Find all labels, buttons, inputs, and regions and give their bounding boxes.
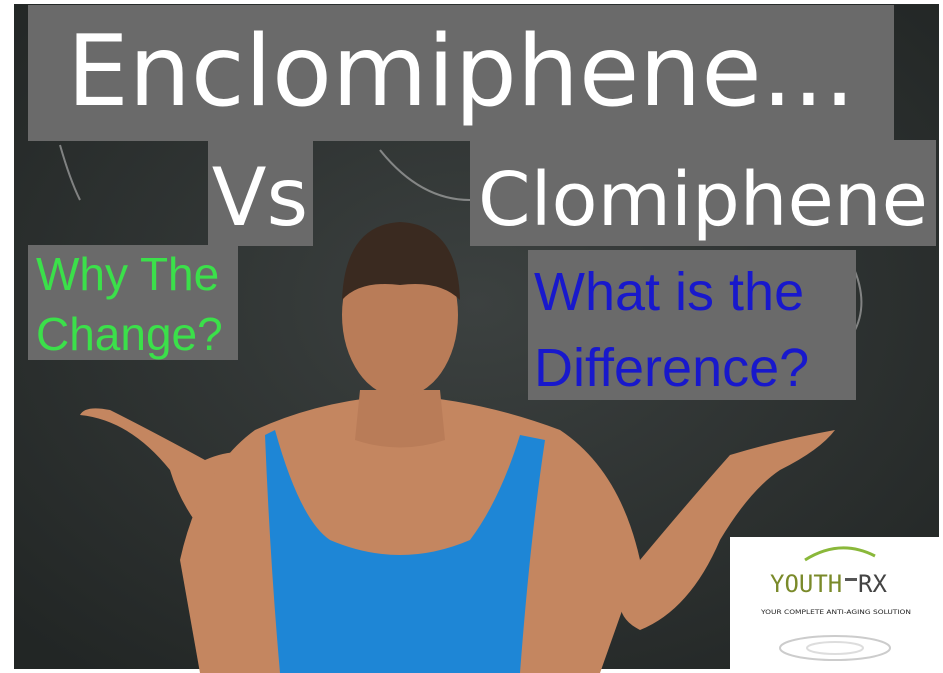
right-caption-line: Difference?: [534, 338, 809, 398]
logo-name: RX: [858, 570, 887, 598]
logo-dash: [845, 578, 857, 581]
headline-vs: Vs: [212, 151, 308, 244]
thumbnail: Enclomiphene... Vs Clomiphene Why The Ch…: [0, 0, 943, 673]
logo-tagline: YOUR COMPLETE ANTI-AGING SOLUTION: [760, 608, 911, 616]
logo-name: YOUTH: [770, 570, 842, 598]
left-caption-line: Why The: [36, 248, 219, 300]
page: Enclomiphene... Vs Clomiphene Why The Ch…: [0, 0, 943, 673]
headline-line1: Enclomiphene...: [67, 15, 855, 129]
headline-line2: Clomiphene: [478, 157, 928, 243]
left-caption-line: Change?: [36, 308, 223, 360]
right-caption-line: What is the: [534, 262, 804, 322]
logo-box: [730, 537, 943, 673]
